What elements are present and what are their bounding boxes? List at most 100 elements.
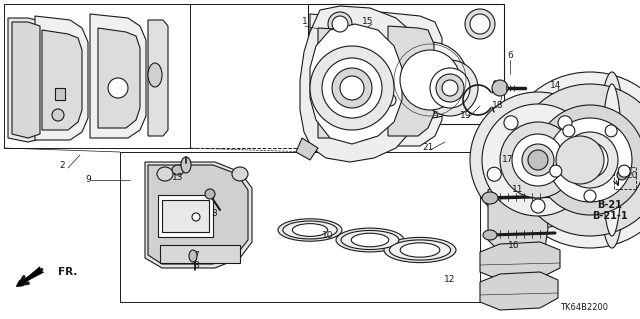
- Ellipse shape: [332, 16, 348, 32]
- Ellipse shape: [400, 50, 460, 110]
- Ellipse shape: [483, 230, 497, 240]
- Text: 11: 11: [512, 186, 524, 195]
- Ellipse shape: [548, 118, 632, 202]
- Ellipse shape: [470, 92, 606, 228]
- Ellipse shape: [563, 125, 575, 137]
- Ellipse shape: [465, 9, 495, 39]
- Ellipse shape: [310, 46, 394, 130]
- Text: 20: 20: [627, 170, 637, 180]
- Ellipse shape: [336, 228, 404, 252]
- Bar: [4, 4, 190, 148]
- Text: 16: 16: [508, 241, 520, 249]
- Ellipse shape: [580, 150, 600, 170]
- Polygon shape: [55, 88, 65, 100]
- Ellipse shape: [442, 80, 458, 96]
- Polygon shape: [90, 14, 146, 138]
- Polygon shape: [42, 30, 82, 130]
- Ellipse shape: [487, 167, 501, 181]
- Ellipse shape: [482, 104, 594, 216]
- Text: 6: 6: [507, 51, 513, 61]
- Ellipse shape: [172, 165, 184, 175]
- Ellipse shape: [232, 167, 248, 181]
- Polygon shape: [310, 14, 378, 148]
- Ellipse shape: [512, 134, 564, 186]
- Ellipse shape: [482, 192, 498, 204]
- Text: 18: 18: [492, 100, 504, 109]
- Text: 15: 15: [362, 18, 374, 26]
- Ellipse shape: [328, 12, 352, 36]
- Ellipse shape: [528, 150, 548, 170]
- Bar: [158, 195, 213, 237]
- Polygon shape: [8, 18, 44, 142]
- Text: B-21-1: B-21-1: [592, 211, 628, 221]
- Ellipse shape: [500, 122, 576, 198]
- Ellipse shape: [189, 250, 197, 262]
- Polygon shape: [388, 26, 434, 136]
- Text: 13: 13: [172, 174, 184, 182]
- Text: TK64B2200: TK64B2200: [560, 303, 608, 313]
- Polygon shape: [148, 20, 168, 136]
- Ellipse shape: [436, 74, 464, 102]
- Ellipse shape: [384, 237, 456, 263]
- Text: 2: 2: [59, 161, 65, 170]
- Ellipse shape: [422, 60, 478, 116]
- Polygon shape: [148, 165, 248, 264]
- Ellipse shape: [514, 84, 640, 236]
- Ellipse shape: [181, 157, 191, 173]
- Ellipse shape: [617, 170, 627, 180]
- Ellipse shape: [340, 76, 364, 100]
- Text: 14: 14: [550, 80, 562, 90]
- Ellipse shape: [205, 189, 215, 199]
- Ellipse shape: [351, 233, 388, 247]
- Ellipse shape: [322, 58, 382, 118]
- Text: 10: 10: [323, 231, 333, 240]
- Ellipse shape: [292, 224, 328, 236]
- Ellipse shape: [504, 116, 518, 130]
- Ellipse shape: [602, 84, 622, 236]
- Ellipse shape: [392, 42, 468, 118]
- Polygon shape: [35, 16, 88, 140]
- Polygon shape: [98, 28, 140, 128]
- Ellipse shape: [556, 136, 604, 184]
- Ellipse shape: [108, 78, 128, 98]
- Ellipse shape: [535, 105, 640, 215]
- Polygon shape: [318, 28, 370, 138]
- Text: 19: 19: [460, 112, 472, 121]
- Ellipse shape: [575, 167, 589, 181]
- Polygon shape: [480, 242, 560, 280]
- Polygon shape: [145, 162, 252, 268]
- Ellipse shape: [52, 109, 64, 121]
- Bar: [160, 245, 240, 263]
- Ellipse shape: [192, 213, 200, 221]
- Ellipse shape: [384, 94, 396, 106]
- Ellipse shape: [380, 90, 400, 110]
- Ellipse shape: [341, 231, 399, 249]
- Polygon shape: [296, 138, 318, 160]
- Ellipse shape: [584, 190, 596, 202]
- Text: 4: 4: [187, 209, 193, 218]
- Text: B-21: B-21: [598, 200, 623, 210]
- Text: 9: 9: [85, 175, 91, 184]
- Ellipse shape: [157, 167, 173, 181]
- Polygon shape: [326, 70, 339, 95]
- Ellipse shape: [550, 165, 562, 177]
- Bar: [308, 4, 504, 124]
- Ellipse shape: [430, 68, 470, 108]
- Polygon shape: [300, 6, 426, 162]
- Text: 3: 3: [211, 209, 217, 218]
- Ellipse shape: [400, 243, 440, 257]
- Bar: [162, 200, 209, 232]
- Ellipse shape: [558, 116, 572, 130]
- Ellipse shape: [148, 63, 162, 87]
- Ellipse shape: [572, 142, 608, 178]
- Ellipse shape: [598, 72, 626, 248]
- Text: 17: 17: [502, 155, 514, 165]
- Ellipse shape: [389, 240, 451, 260]
- Ellipse shape: [283, 221, 337, 239]
- Text: 5: 5: [432, 110, 438, 120]
- Ellipse shape: [618, 165, 630, 177]
- Ellipse shape: [470, 14, 490, 34]
- Bar: [614, 167, 636, 189]
- Text: FR.: FR.: [58, 267, 77, 277]
- Text: 8: 8: [193, 262, 199, 271]
